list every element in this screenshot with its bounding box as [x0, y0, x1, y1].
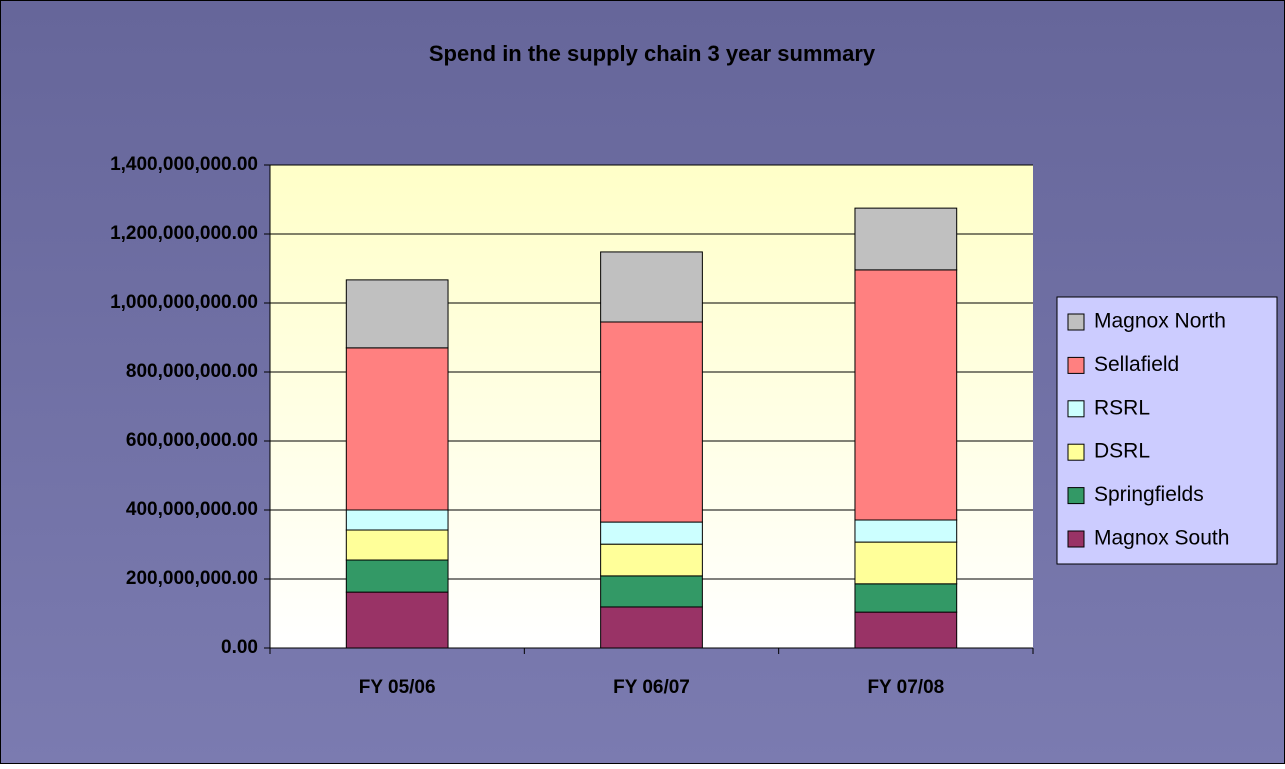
bar-segment	[345, 347, 449, 511]
legend-swatch	[1067, 313, 1085, 331]
bar-segment	[600, 321, 703, 523]
bar-segment	[600, 251, 703, 323]
bar-segment	[345, 559, 449, 593]
bar-segment	[854, 269, 958, 521]
bar-segment	[345, 591, 449, 649]
y-tick-label: 400,000,000.00	[126, 499, 258, 520]
y-tick-label: 800,000,000.00	[126, 361, 258, 382]
bar-segment	[854, 541, 958, 585]
legend-swatch	[1067, 443, 1085, 461]
bar-segment	[854, 519, 958, 543]
x-tick-label: FY 06/07	[613, 677, 690, 698]
bar-segment	[600, 606, 703, 649]
legend-swatch	[1067, 356, 1085, 374]
bar-segment	[345, 279, 449, 349]
legend-label: Magnox South	[1094, 527, 1229, 550]
bar-segment	[854, 583, 958, 613]
x-tick-label: FY 05/06	[359, 677, 436, 698]
legend-swatch	[1067, 487, 1085, 505]
bar-segment	[854, 611, 958, 649]
y-tick-label: 600,000,000.00	[126, 430, 258, 451]
legend	[1056, 296, 1278, 565]
legend-label: Magnox North	[1094, 310, 1226, 333]
y-tick-label: 1,200,000,000.00	[110, 223, 258, 244]
bar-segment	[345, 529, 449, 561]
y-tick-label: 0.00	[221, 637, 258, 658]
y-tick-label: 200,000,000.00	[126, 568, 258, 589]
legend-swatch	[1067, 530, 1085, 548]
bar-segment	[854, 207, 958, 271]
legend-label: Sellafield	[1094, 353, 1179, 376]
legend-label: RSRL	[1094, 396, 1150, 419]
bar-segment	[600, 543, 703, 577]
legend-label: Springfields	[1094, 483, 1204, 506]
chart-title: Spend in the supply chain 3 year summary	[429, 41, 876, 66]
y-tick-label: 1,400,000,000.00	[110, 154, 258, 175]
x-tick-label: FY 07/08	[867, 677, 944, 698]
legend-swatch	[1067, 400, 1085, 418]
bar-segment	[345, 509, 449, 531]
bar-segment	[600, 521, 703, 545]
bar-segment	[600, 575, 703, 608]
y-tick-label: 1,000,000,000.00	[110, 292, 258, 313]
legend-label: DSRL	[1094, 440, 1150, 463]
